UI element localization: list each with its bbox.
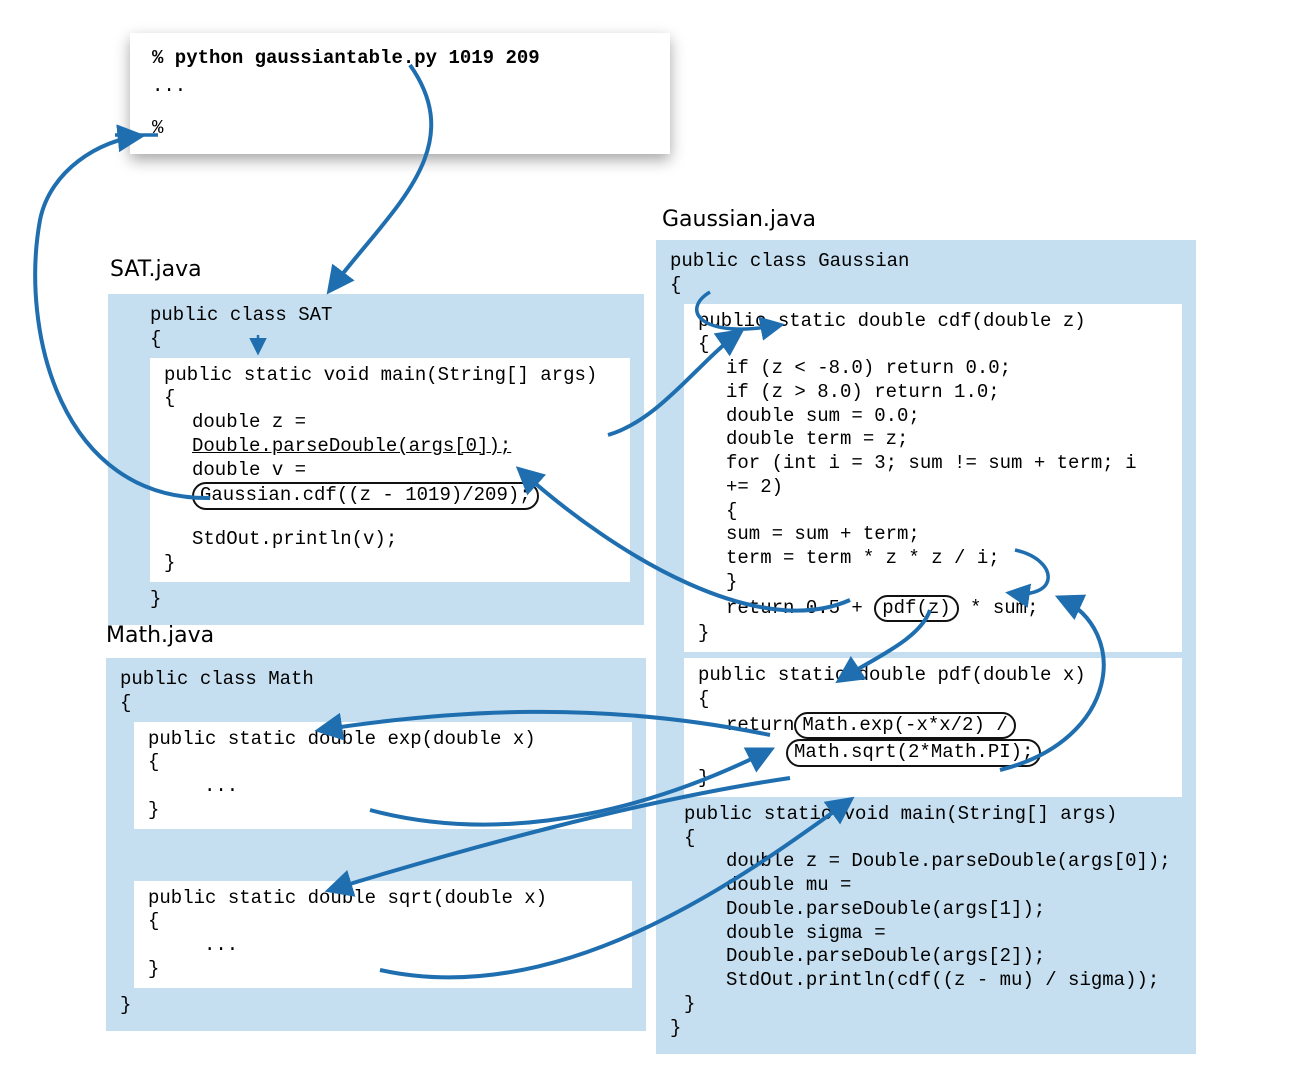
math-exp-white: public static double exp(double x) { ...…: [134, 722, 632, 829]
cdf-pdf-call-circled: pdf(z): [874, 595, 958, 623]
gaussian-cdf-sig: public static double cdf(double z): [698, 310, 1168, 334]
gaussian-main-brace-close: }: [684, 993, 1182, 1017]
math-brace-open: {: [120, 692, 632, 716]
gmain-l3: StdOut.println(cdf((z - mu) / sigma));: [670, 969, 1182, 993]
math-spacer: [120, 835, 632, 875]
gaussian-pdf-sig: public static double pdf(double x): [698, 664, 1168, 688]
math-exp-sig: public static double exp(double x): [148, 728, 618, 752]
cdf-l2: double sum = 0.0;: [698, 405, 1168, 429]
math-class-open: public class Math: [120, 668, 632, 692]
gaussian-pdf-brace-close: }: [698, 767, 1168, 791]
math-sqrt-sig: public static double sqrt(double x): [148, 887, 618, 911]
cdf-l3: double term = z;: [698, 428, 1168, 452]
sat-brace-close: }: [122, 588, 630, 612]
terminal-prompt: %: [152, 117, 648, 141]
sat-brace-open: {: [122, 328, 630, 352]
sat-title: SAT.java: [110, 256, 202, 284]
sat-spacer: [164, 510, 616, 528]
sat-line-z: double z = Double.parseDouble(args[0]);: [164, 411, 616, 459]
gaussian-cdf-brace-close: }: [698, 622, 1168, 646]
sat-parse-underline: Double.parseDouble(args[0]);: [192, 435, 511, 457]
gaussian-main-sig: public static void main(String[] args): [684, 803, 1182, 827]
math-box: public class Math { public static double…: [106, 658, 646, 1031]
gaussian-main-brace-open: {: [684, 827, 1182, 851]
cdf-l4: for (int i = 3; sum != sum + term; i += …: [698, 452, 1168, 500]
math-title: Math.java: [106, 622, 214, 650]
math-brace-close: }: [120, 994, 632, 1018]
sat-main-brace-open: {: [164, 387, 616, 411]
gaussian-cdf-white: public static double cdf(double z) { if …: [684, 304, 1182, 653]
sat-main-brace-close: }: [164, 552, 616, 576]
gaussian-brace-close: }: [670, 1017, 1182, 1041]
math-exp-brace-open: {: [148, 751, 618, 775]
cdf-l6: sum = sum + term;: [698, 523, 1168, 547]
math-exp-brace-close: }: [148, 799, 618, 823]
sat-main-sig: public static void main(String[] args): [164, 364, 616, 388]
gmain-l2: double sigma = Double.parseDouble(args[2…: [670, 922, 1182, 970]
gaussian-title: Gaussian.java: [662, 206, 816, 234]
cdf-l7: term = term * z * z / i;: [698, 547, 1168, 571]
sat-gaussian-call-circled: Gaussian.cdf((z - 1019)/209);: [192, 482, 539, 510]
sat-class-open: public class SAT: [122, 304, 630, 328]
gmain-l1: double mu = Double.parseDouble(args[1]);: [670, 874, 1182, 922]
gaussian-brace-open: {: [670, 274, 1182, 298]
sat-main-white: public static void main(String[] args) {…: [150, 358, 630, 582]
gaussian-cdf-return: return 0.5 + pdf(z) * sum;: [698, 595, 1168, 623]
gaussian-pdf-return: returnMath.exp(-x*x/2) /: [698, 712, 1168, 740]
gaussian-box: public class Gaussian { public static do…: [656, 240, 1196, 1054]
terminal-dots: ...: [152, 75, 648, 99]
gaussian-cdf-brace-open: {: [698, 333, 1168, 357]
pdf-sqrt-call-circled: Math.sqrt(2*Math.PI);: [786, 739, 1041, 767]
gmain-l0: double z = Double.parseDouble(args[0]);: [670, 850, 1182, 874]
cdf-l0: if (z < -8.0) return 0.0;: [698, 357, 1168, 381]
math-sqrt-white: public static double sqrt(double x) { ..…: [134, 881, 632, 988]
sat-line-v: double v = Gaussian.cdf((z - 1019)/209);: [164, 459, 616, 511]
terminal-cmd: % python gaussiantable.py 1019 209: [152, 47, 648, 71]
math-sqrt-brace-open: {: [148, 910, 618, 934]
pdf-exp-call-circled: Math.exp(-x*x/2) /: [794, 712, 1015, 740]
math-exp-dots: ...: [148, 775, 618, 799]
gaussian-class-open: public class Gaussian: [670, 250, 1182, 274]
gaussian-pdf-white: public static double pdf(double x) { ret…: [684, 658, 1182, 797]
cdf-l5: {: [698, 500, 1168, 524]
cdf-l1: if (z > 8.0) return 1.0;: [698, 381, 1168, 405]
gaussian-pdf-return2: Math.sqrt(2*Math.PI);: [698, 739, 1168, 767]
sat-println: StdOut.println(v);: [164, 528, 616, 552]
gaussian-pdf-brace-open: {: [698, 688, 1168, 712]
math-sqrt-brace-close: }: [148, 958, 618, 982]
sat-box: public class SAT { public static void ma…: [108, 294, 644, 625]
math-sqrt-dots: ...: [148, 934, 618, 958]
cdf-l8: }: [698, 571, 1168, 595]
terminal-box: % python gaussiantable.py 1019 209 ... %: [130, 33, 670, 154]
